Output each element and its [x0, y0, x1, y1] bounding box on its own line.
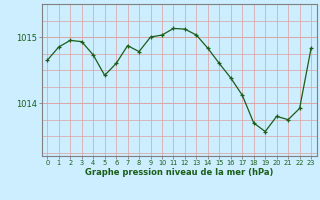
X-axis label: Graphe pression niveau de la mer (hPa): Graphe pression niveau de la mer (hPa) [85, 168, 273, 177]
